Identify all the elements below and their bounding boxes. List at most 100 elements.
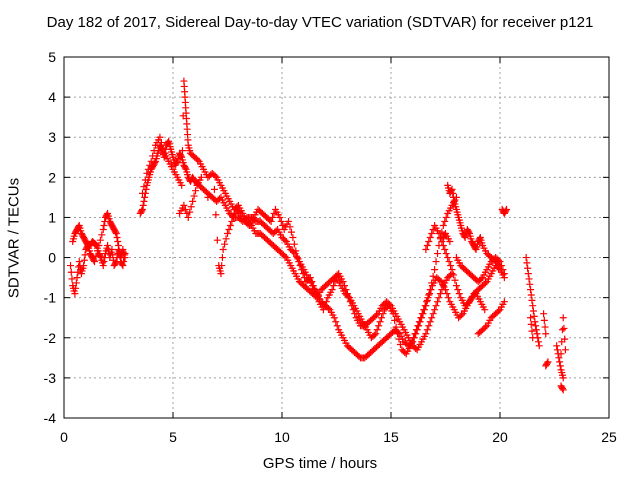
data-point bbox=[528, 296, 536, 304]
data-point bbox=[457, 311, 465, 319]
data-point bbox=[429, 310, 437, 318]
data-point bbox=[192, 187, 200, 195]
data-point bbox=[306, 274, 314, 282]
data-point bbox=[221, 240, 229, 248]
data-point bbox=[497, 262, 505, 270]
data-point bbox=[104, 242, 112, 250]
data-point bbox=[449, 189, 457, 197]
data-point bbox=[446, 238, 454, 246]
data-point bbox=[181, 205, 189, 213]
data-point bbox=[525, 275, 533, 283]
data-point bbox=[99, 262, 107, 270]
data-point bbox=[407, 342, 415, 350]
data-point bbox=[452, 282, 460, 290]
data-point bbox=[286, 223, 294, 231]
data-point bbox=[114, 238, 122, 246]
data-point bbox=[109, 251, 117, 259]
data-point bbox=[177, 152, 185, 160]
data-point bbox=[481, 323, 489, 331]
data-point bbox=[441, 246, 449, 254]
data-point bbox=[561, 335, 569, 343]
data-point bbox=[100, 221, 108, 229]
data-point bbox=[115, 242, 122, 250]
data-point bbox=[443, 290, 451, 298]
data-point bbox=[423, 326, 431, 334]
data-point bbox=[411, 330, 419, 338]
data-point bbox=[67, 262, 75, 270]
data-point bbox=[330, 314, 338, 322]
data-point bbox=[344, 292, 352, 300]
data-point bbox=[434, 298, 442, 306]
data-point bbox=[541, 323, 549, 331]
data-point bbox=[394, 330, 402, 338]
data-point bbox=[372, 330, 380, 338]
y-tick-label: -1 bbox=[44, 290, 57, 306]
data-point bbox=[314, 294, 322, 302]
data-point bbox=[197, 173, 205, 181]
data-point bbox=[299, 270, 307, 278]
data-point bbox=[90, 256, 98, 264]
data-point bbox=[500, 270, 508, 278]
data-point bbox=[379, 310, 387, 318]
data-point bbox=[418, 310, 426, 318]
data-point bbox=[121, 250, 129, 258]
data-point bbox=[449, 193, 457, 201]
data-point bbox=[120, 254, 128, 262]
data-point bbox=[503, 205, 511, 213]
data-point bbox=[435, 294, 443, 302]
data-point bbox=[527, 286, 535, 294]
data-point bbox=[219, 246, 227, 254]
data-point bbox=[149, 152, 157, 160]
data-point bbox=[423, 242, 431, 250]
y-tick-label: 2 bbox=[48, 169, 56, 185]
data-point bbox=[427, 286, 435, 294]
data-point bbox=[561, 346, 569, 354]
data-point bbox=[447, 262, 455, 270]
data-point bbox=[448, 185, 456, 193]
data-point bbox=[495, 307, 503, 315]
data-point bbox=[178, 181, 186, 189]
data-point bbox=[423, 298, 431, 306]
data-point bbox=[96, 236, 104, 244]
data-point bbox=[428, 314, 436, 322]
data-point bbox=[218, 262, 226, 270]
data-point bbox=[99, 225, 107, 233]
y-tick-label: 0 bbox=[48, 250, 56, 266]
x-axis-label: GPS time / hours bbox=[262, 455, 378, 472]
data-point bbox=[395, 335, 403, 343]
data-point bbox=[464, 299, 472, 307]
data-point bbox=[481, 279, 489, 287]
data-point bbox=[436, 290, 444, 298]
x-tick-label: 15 bbox=[383, 429, 399, 445]
data-point bbox=[524, 264, 532, 272]
data-point bbox=[530, 312, 538, 320]
data-point bbox=[431, 266, 439, 274]
data-point bbox=[527, 314, 535, 322]
data-point bbox=[542, 330, 550, 338]
data-point bbox=[442, 213, 450, 221]
data-point bbox=[529, 302, 537, 310]
plot-frame bbox=[63, 56, 610, 419]
data-point bbox=[178, 147, 186, 155]
data-point bbox=[378, 314, 386, 322]
data-point bbox=[159, 144, 167, 152]
data-point bbox=[292, 247, 300, 255]
data-point bbox=[146, 161, 154, 169]
data-point bbox=[83, 240, 91, 248]
data-point bbox=[308, 278, 316, 286]
data-point bbox=[164, 139, 172, 147]
data-point bbox=[80, 256, 88, 264]
data-point bbox=[396, 340, 404, 348]
data-point bbox=[321, 302, 329, 310]
data-point bbox=[187, 203, 195, 211]
x-tick-label: 10 bbox=[274, 429, 290, 445]
data-point bbox=[420, 306, 428, 314]
data-point bbox=[228, 217, 236, 225]
data-point bbox=[229, 213, 237, 221]
data-point bbox=[138, 205, 146, 213]
data-point bbox=[445, 258, 453, 266]
data-point bbox=[287, 228, 295, 236]
data-point bbox=[500, 298, 508, 306]
data-point bbox=[289, 234, 297, 241]
